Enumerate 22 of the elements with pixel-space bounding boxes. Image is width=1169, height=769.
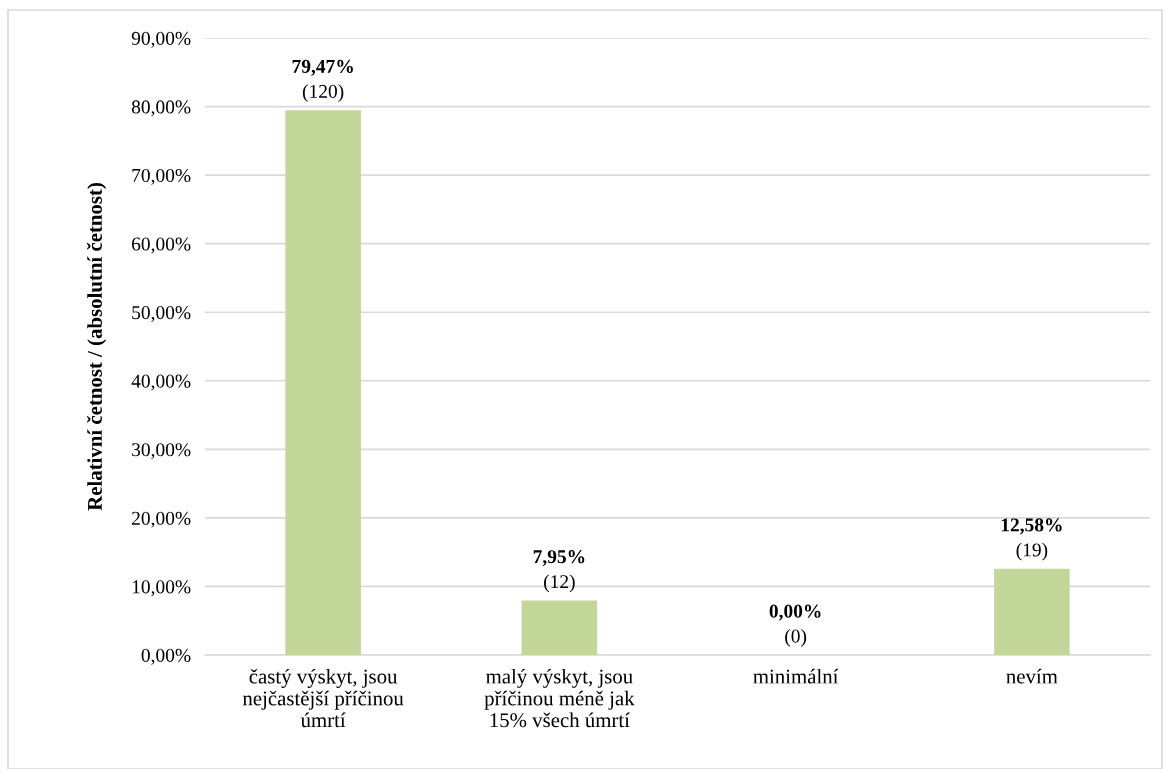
- y-tick-label: 30,00%: [132, 443, 191, 460]
- data-label: 0,00% (0): [769, 604, 821, 647]
- y-tick-label: 90,00%: [131, 31, 191, 48]
- y-tick-label: 50,00%: [132, 306, 191, 322]
- bar: [285, 110, 361, 655]
- y-tick-label: 0,00%: [141, 648, 191, 665]
- x-tick-label: minimální: [753, 668, 839, 684]
- bar: [521, 600, 598, 655]
- data-label: 7,95% (12): [533, 550, 585, 593]
- bar: [994, 568, 1070, 655]
- x-tick-label: nevím: [1006, 668, 1058, 684]
- y-tick-label: 40,00%: [131, 374, 191, 391]
- y-axis-title: Relativní četnost / (absolutní četnost): [87, 183, 107, 511]
- y-tick-label: 80,00%: [131, 100, 191, 117]
- y-tick-label: 60,00%: [132, 237, 191, 254]
- y-tick-label: 70,00%: [132, 168, 191, 185]
- y-tick-label: 20,00%: [132, 511, 191, 528]
- data-label: 12,58% (19): [1001, 518, 1062, 561]
- x-tick-label: malý výskyt, jsou příčinou méně jak 15% všech úmrtí: [484, 668, 635, 728]
- data-label: 79,47% (120): [292, 59, 353, 102]
- y-tick-label: 10,00%: [132, 580, 191, 597]
- x-tick-label: častý výskyt, jsou nejčastější příčinou úmrtí: [242, 668, 404, 728]
